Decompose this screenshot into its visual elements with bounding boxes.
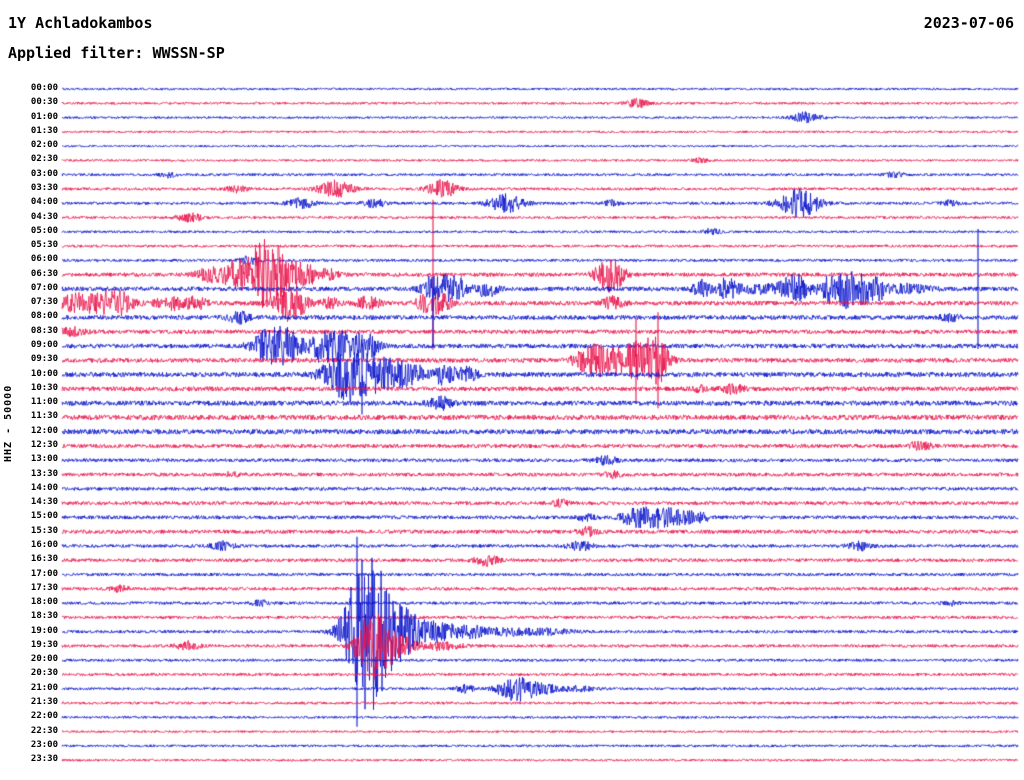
seismogram-canvas [0,0,1024,780]
helicorder-page: 1Y Achladokambos 2023-07-06 Applied filt… [0,0,1024,780]
